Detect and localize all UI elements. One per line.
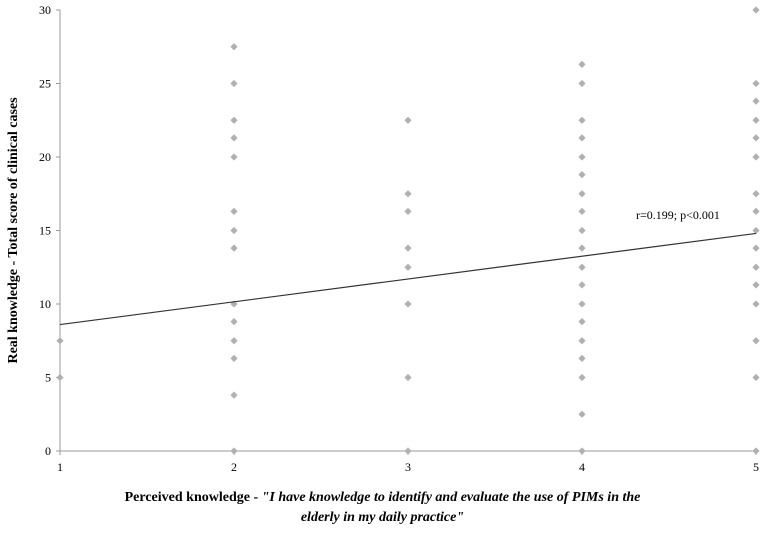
data-point xyxy=(230,337,238,345)
data-point xyxy=(752,6,760,14)
data-point xyxy=(404,207,412,215)
y-tick-label: 20 xyxy=(39,150,51,164)
data-point xyxy=(578,263,586,271)
data-point xyxy=(230,43,238,51)
data-point xyxy=(578,134,586,142)
labels-group: 0 5 10 15 20 25 30 1 2 3 4 5 r=0.199; p<0.001 Real kn… xyxy=(6,3,759,474)
data-point xyxy=(230,116,238,124)
y-tick-label: 0 xyxy=(45,444,51,458)
data-point xyxy=(56,373,64,382)
data-point xyxy=(578,60,586,68)
data-point xyxy=(752,97,760,105)
data-point xyxy=(230,226,238,235)
data-point xyxy=(230,207,238,215)
x-axis-label-quote-line1: "I have knowledge to identify and evalua… xyxy=(261,490,641,505)
data-point xyxy=(752,116,760,124)
data-point xyxy=(752,79,760,88)
data-point xyxy=(752,300,760,308)
data-point xyxy=(56,337,64,345)
data-point xyxy=(578,337,586,345)
y-axis-label: Real knowledge - Total score of clinical… xyxy=(6,97,21,364)
x-axis-label: Perceived knowledge - "I have knowledge … xyxy=(0,488,765,528)
data-point xyxy=(230,153,238,161)
data-point xyxy=(230,447,238,455)
data-points xyxy=(56,6,760,455)
data-point xyxy=(578,207,586,215)
data-point xyxy=(578,300,586,308)
data-point xyxy=(230,134,238,142)
x-tick-label: 4 xyxy=(579,460,585,474)
y-tick-label: 30 xyxy=(39,3,51,17)
data-point xyxy=(752,207,760,215)
x-tick-label: 2 xyxy=(231,460,237,474)
y-tick-label: 25 xyxy=(39,77,51,91)
data-point xyxy=(578,410,586,418)
data-point xyxy=(578,318,586,326)
data-point xyxy=(752,281,760,289)
x-axis-label-quote-line2: elderly in my daily practice" xyxy=(300,510,465,525)
data-point xyxy=(578,171,586,179)
data-point xyxy=(578,79,586,88)
data-point xyxy=(578,373,586,382)
data-point xyxy=(404,447,412,455)
data-point xyxy=(404,263,412,271)
data-point xyxy=(578,153,586,161)
data-point xyxy=(752,226,760,235)
data-point xyxy=(404,116,412,124)
data-point xyxy=(578,281,586,289)
trendline xyxy=(59,232,757,326)
correlation-annotation: r=0.199; p<0.001 xyxy=(636,208,720,222)
y-tick-label: 15 xyxy=(39,224,51,238)
data-point xyxy=(752,134,760,142)
data-point xyxy=(230,318,238,326)
data-point xyxy=(752,190,760,198)
data-point xyxy=(752,263,760,271)
data-point xyxy=(752,153,760,161)
data-point xyxy=(752,373,760,382)
data-point xyxy=(752,244,760,252)
data-point xyxy=(578,447,586,455)
data-point xyxy=(752,337,760,345)
data-point xyxy=(230,79,238,88)
data-point xyxy=(578,244,586,252)
data-point xyxy=(230,391,238,399)
data-point xyxy=(404,244,412,252)
data-point xyxy=(404,373,412,382)
data-point xyxy=(578,354,586,362)
data-point xyxy=(578,116,586,124)
data-point xyxy=(404,190,412,198)
scatter-chart: 0 5 10 15 20 25 30 1 2 3 4 5 r=0.199; p<0.001 Real kn… xyxy=(6,3,760,474)
y-tick-label: 10 xyxy=(39,297,51,311)
x-tick-label: 3 xyxy=(405,460,411,474)
data-point xyxy=(578,190,586,198)
x-tick-label: 5 xyxy=(753,460,759,474)
trendline-group xyxy=(59,232,757,326)
x-tick-label: 1 xyxy=(57,460,63,474)
data-point xyxy=(752,447,760,455)
axes xyxy=(56,9,757,455)
data-point xyxy=(578,226,586,235)
y-tick-label: 5 xyxy=(45,371,51,385)
data-point xyxy=(230,244,238,252)
data-point xyxy=(230,354,238,362)
x-axis-label-prefix: Perceived knowledge - xyxy=(124,490,262,505)
data-point xyxy=(404,300,412,308)
